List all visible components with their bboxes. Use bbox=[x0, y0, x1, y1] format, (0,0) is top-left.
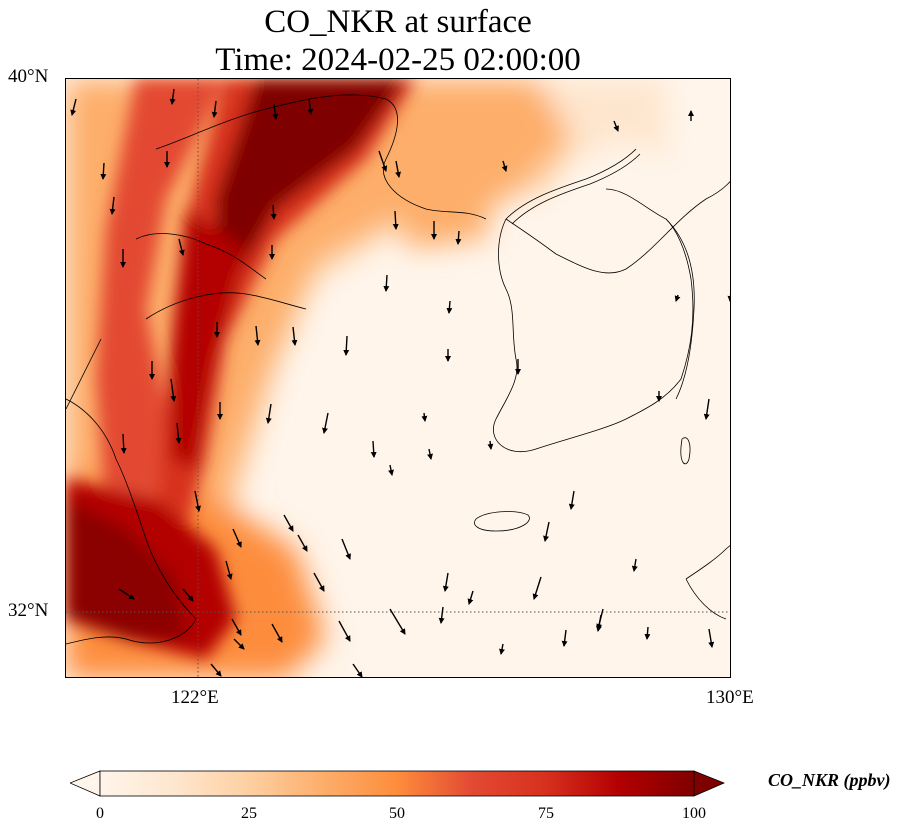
colorbar-tick-label: 100 bbox=[682, 805, 706, 822]
jeju-island bbox=[474, 511, 530, 532]
wind-arrow bbox=[182, 588, 194, 602]
wind-arrow bbox=[499, 643, 505, 655]
wind-arrow bbox=[232, 528, 242, 548]
wind-arrow bbox=[120, 433, 127, 454]
wind-arrow bbox=[421, 412, 428, 422]
wind-arrow bbox=[291, 326, 298, 346]
wind-arrow bbox=[169, 88, 176, 105]
wind-arrow bbox=[395, 160, 402, 178]
wind-arrow bbox=[225, 560, 233, 580]
wind-arrow bbox=[595, 614, 602, 632]
wind-arrow bbox=[254, 325, 261, 346]
wind-arrow bbox=[532, 576, 542, 600]
colorbar-tick-label: 75 bbox=[538, 805, 554, 822]
korea-coastline-east bbox=[665, 218, 695, 400]
title-line-1: CO_NKR at surface bbox=[264, 4, 532, 40]
wind-arrow bbox=[271, 623, 283, 643]
wind-arrow bbox=[313, 572, 325, 592]
wind-arrow bbox=[343, 335, 350, 356]
wind-arrow bbox=[270, 204, 277, 220]
tsushima bbox=[680, 437, 691, 465]
wind-arrow bbox=[442, 572, 449, 592]
wind-arrow bbox=[389, 608, 406, 635]
map-panel bbox=[65, 78, 731, 678]
wind-arrow bbox=[322, 412, 329, 434]
korea-coastline bbox=[493, 180, 730, 453]
wind-arrow bbox=[297, 534, 308, 552]
wind-arrow bbox=[170, 378, 177, 402]
wind-arrow bbox=[708, 628, 715, 648]
wind-arrow bbox=[233, 638, 245, 650]
yalu-border bbox=[505, 148, 641, 225]
wind-arrow bbox=[487, 440, 494, 450]
colorbar-tick-label: 0 bbox=[96, 805, 104, 822]
colorbar-tick-label: 50 bbox=[389, 805, 405, 822]
colorbar-tick-label: 25 bbox=[241, 805, 257, 822]
wind-arrow bbox=[211, 100, 218, 118]
wind-arrow bbox=[194, 490, 201, 512]
lat-tick-label: 40°N bbox=[8, 66, 49, 87]
lat-tick-label: 32°N bbox=[8, 600, 49, 621]
wind-arrow bbox=[727, 293, 730, 302]
wind-arrow bbox=[568, 490, 575, 510]
wind-arrow bbox=[613, 120, 619, 132]
wind-arrow bbox=[352, 663, 363, 677]
wind-arrow bbox=[283, 514, 294, 532]
wind-arrow bbox=[388, 464, 394, 476]
concentration-field-high bbox=[66, 79, 416, 659]
wind-arrow bbox=[210, 663, 222, 677]
wind-arrow bbox=[427, 448, 433, 460]
china-east-coast bbox=[66, 338, 197, 645]
wind-arrow bbox=[370, 440, 377, 458]
wind-arrow bbox=[100, 162, 107, 180]
colorbar-label: CO_NKR (ppbv) bbox=[768, 770, 891, 790]
wind-arrow bbox=[272, 103, 279, 120]
colorbar-max-extend bbox=[693, 770, 725, 797]
wind-arrow bbox=[446, 300, 453, 314]
colorbar-min-extend bbox=[70, 770, 101, 797]
wind-arrow bbox=[109, 196, 116, 215]
wind-arrow bbox=[175, 422, 182, 444]
wind-arrow bbox=[341, 538, 351, 560]
wind-arrow bbox=[231, 618, 242, 636]
wind-arrow bbox=[307, 98, 314, 115]
map-canvas bbox=[66, 79, 730, 677]
wind-arrow bbox=[455, 230, 462, 245]
wind-arrow bbox=[178, 238, 185, 256]
wind-vectors bbox=[70, 88, 730, 677]
wind-arrow bbox=[378, 150, 388, 172]
coastlines bbox=[66, 94, 730, 645]
wind-arrow bbox=[70, 98, 77, 116]
kyushu-coast bbox=[685, 545, 730, 620]
liaodong-coast bbox=[155, 94, 487, 220]
wind-arrow bbox=[338, 620, 351, 642]
wind-arrow bbox=[118, 588, 135, 600]
wind-arrow bbox=[703, 398, 710, 420]
title-line-2: Time: 2024-02-25 02:00:00 bbox=[215, 42, 581, 78]
wind-arrow bbox=[561, 629, 568, 647]
lon-tick-label: 122°E bbox=[171, 687, 219, 708]
colorbar-gradient bbox=[99, 770, 695, 797]
colorbar bbox=[70, 770, 725, 797]
lon-tick-label: 130°E bbox=[706, 687, 754, 708]
wind-arrow bbox=[674, 294, 681, 302]
wind-arrow bbox=[392, 210, 399, 230]
wind-arrow bbox=[631, 558, 638, 572]
shandong-coast bbox=[135, 233, 307, 320]
wind-arrow bbox=[467, 590, 474, 605]
wind-arrow bbox=[265, 403, 272, 424]
wind-arrow bbox=[383, 274, 390, 292]
wind-arrow bbox=[438, 606, 445, 624]
wind-arrow bbox=[644, 626, 651, 640]
wind-arrow bbox=[543, 521, 550, 542]
wind-arrow bbox=[501, 160, 508, 172]
